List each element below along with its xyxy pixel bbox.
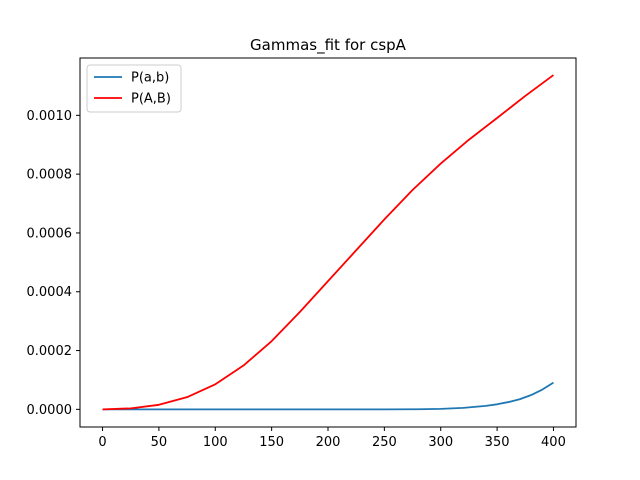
x-tick-label: 200 [316,435,341,450]
x-tick-label: 250 [372,435,397,450]
legend-label-1: P(a,b) [131,71,169,86]
x-tick-label: 300 [428,435,453,450]
y-tick-label: 0.0002 [27,344,73,359]
x-tick-label: 50 [151,435,168,450]
x-tick-label: 150 [259,435,284,450]
y-tick-label: 0.0010 [27,109,73,124]
series-layer [102,74,554,411]
axes-layer: 0 50 100 150 200 250 300 350 400 0.0000 0.0002 0.00… [27,57,577,450]
y-tick-label: 0.0000 [27,403,73,418]
series-line-2 [102,74,554,411]
legend-label-2: P(A,B) [131,92,171,107]
y-tick-label: 0.0004 [27,285,73,300]
x-tick-label: 400 [541,435,566,450]
series-line-1 [102,381,554,411]
x-tick-label: 100 [203,435,228,450]
x-tick-label: 0 [98,435,106,450]
chart-title: Gammas_fit for cspA [250,36,407,55]
x-tick-label: 350 [485,435,510,450]
legend: P(a,b) P(A,B) [86,64,182,113]
y-tick-label: 0.0008 [27,168,73,183]
y-tick-label: 0.0006 [27,226,73,241]
